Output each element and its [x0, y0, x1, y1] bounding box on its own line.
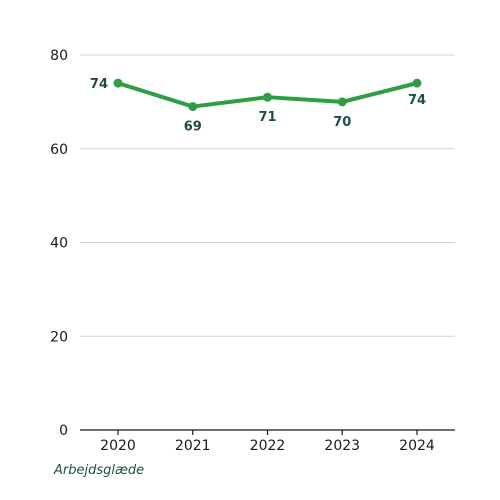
- data-point: [263, 92, 272, 102]
- data-point: [113, 78, 123, 88]
- series: [113, 78, 422, 112]
- y-tick-label: 80: [50, 48, 68, 64]
- y-tick-label: 0: [59, 423, 68, 439]
- legend-series-name: Arbejdsglæde: [53, 463, 144, 478]
- data-label: 69: [184, 120, 202, 135]
- y-tick-label: 20: [50, 329, 68, 345]
- x-tick-label: 2022: [250, 438, 286, 454]
- x-tick-label: 2020: [100, 438, 136, 454]
- y-axis-ticks: 0 20 40 60 80: [50, 48, 68, 439]
- data-label: 70: [333, 115, 351, 130]
- x-tick-label: 2021: [175, 438, 211, 454]
- gridlines: [80, 54, 455, 337]
- y-tick-label: 40: [50, 236, 68, 252]
- data-point: [412, 78, 422, 88]
- y-tick-label: 60: [50, 142, 68, 158]
- data-point: [337, 97, 347, 107]
- data-label: 74: [408, 93, 426, 108]
- x-axis-ticks: 2020 2021 2022 2023 2024: [100, 430, 435, 454]
- data-label: 74: [90, 77, 108, 92]
- data-labels: 74 69 71 70 74: [90, 77, 426, 134]
- data-point: [188, 102, 198, 112]
- data-label: 71: [258, 110, 276, 125]
- x-tick-label: 2023: [324, 438, 360, 454]
- x-tick-label: 2024: [399, 438, 435, 454]
